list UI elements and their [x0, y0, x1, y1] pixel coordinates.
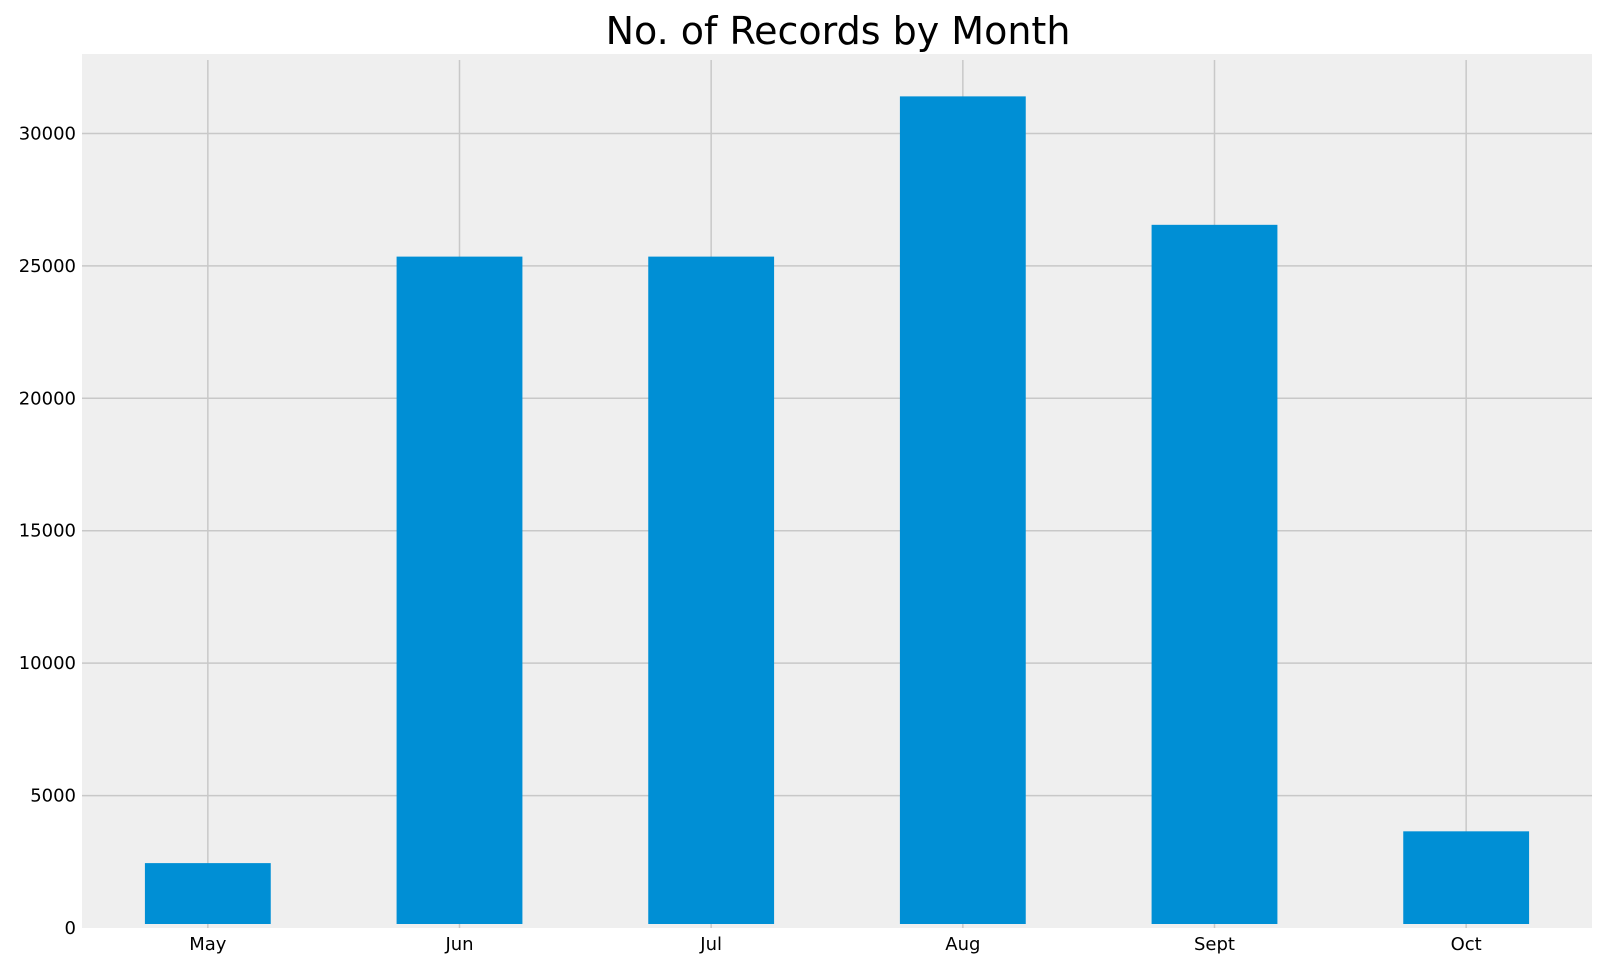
x-tick-label: May	[189, 934, 227, 955]
x-tick-label: Oct	[1451, 934, 1482, 955]
bar-jun	[396, 256, 523, 924]
bar-jul	[648, 256, 775, 924]
x-tick-label: Sept	[1194, 934, 1235, 955]
x-tick-label: Aug	[945, 934, 980, 955]
y-tick-label: 25000	[19, 256, 76, 277]
x-tick-label: Jun	[444, 934, 473, 955]
bar-aug	[899, 96, 1026, 925]
y-tick-label: 5000	[30, 786, 76, 807]
y-tick-label: 10000	[19, 653, 76, 674]
bar-sept	[1151, 224, 1278, 924]
y-axis-ticks: 0 5000 10000 15000 20000 25000 30000	[19, 123, 76, 939]
bar-oct	[1403, 831, 1530, 924]
y-tick-label: 15000	[19, 521, 76, 542]
x-tick-label: Jul	[699, 934, 722, 955]
plot-area	[82, 54, 1592, 928]
y-tick-label: 20000	[19, 388, 76, 409]
y-tick-label: 30000	[19, 123, 76, 144]
bar-may	[144, 863, 271, 924]
bars	[144, 96, 1530, 925]
chart-title: No. of Records by Month	[606, 9, 1071, 53]
y-tick-label: 0	[65, 918, 76, 939]
x-axis-ticks: May Jun Jul Aug Sept Oct	[189, 934, 1482, 955]
